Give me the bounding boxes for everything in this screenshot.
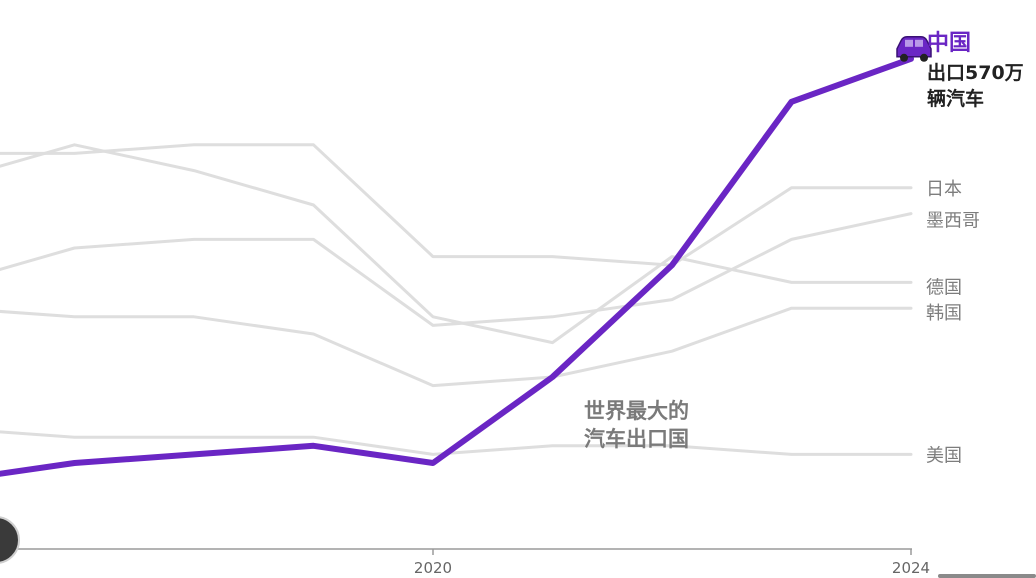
highlight-series-line — [0, 55, 914, 477]
series-line-3 — [0, 306, 913, 388]
highlight-note-line-0: 出口570万 — [927, 61, 1024, 84]
annotation-line-0: 世界最大的 — [584, 399, 689, 423]
x-tick-label-0: 2020 — [414, 559, 452, 577]
background-series-group — [0, 143, 913, 456]
car-wheel-rear — [920, 53, 928, 62]
scroll-indicator[interactable] — [938, 574, 1036, 578]
series-label-2: 德国 — [926, 277, 962, 298]
series-label-3: 韩国 — [926, 303, 962, 324]
series-label-1: 墨西哥 — [926, 211, 980, 232]
series-label-4: 美国 — [926, 445, 962, 466]
annotation-line-1: 汽车出口国 — [584, 427, 689, 451]
x-tick-label-1: 2024 — [892, 559, 930, 577]
car-wheel-front — [900, 53, 908, 62]
x-axis: 2020 2024 — [0, 548, 930, 577]
highlight-note-line-1: 辆汽车 — [927, 87, 984, 110]
highlight-series-name: 中国 — [927, 31, 971, 56]
series-line-1 — [0, 212, 913, 327]
car-window-rear — [915, 39, 923, 47]
series-line-4 — [0, 430, 913, 456]
car-icon — [896, 36, 932, 62]
car-window-front — [905, 39, 913, 47]
series-line-0 — [0, 143, 913, 267]
car-body — [896, 36, 932, 58]
series-label-0: 日本 — [926, 179, 962, 200]
series-line-2 — [0, 143, 913, 345]
